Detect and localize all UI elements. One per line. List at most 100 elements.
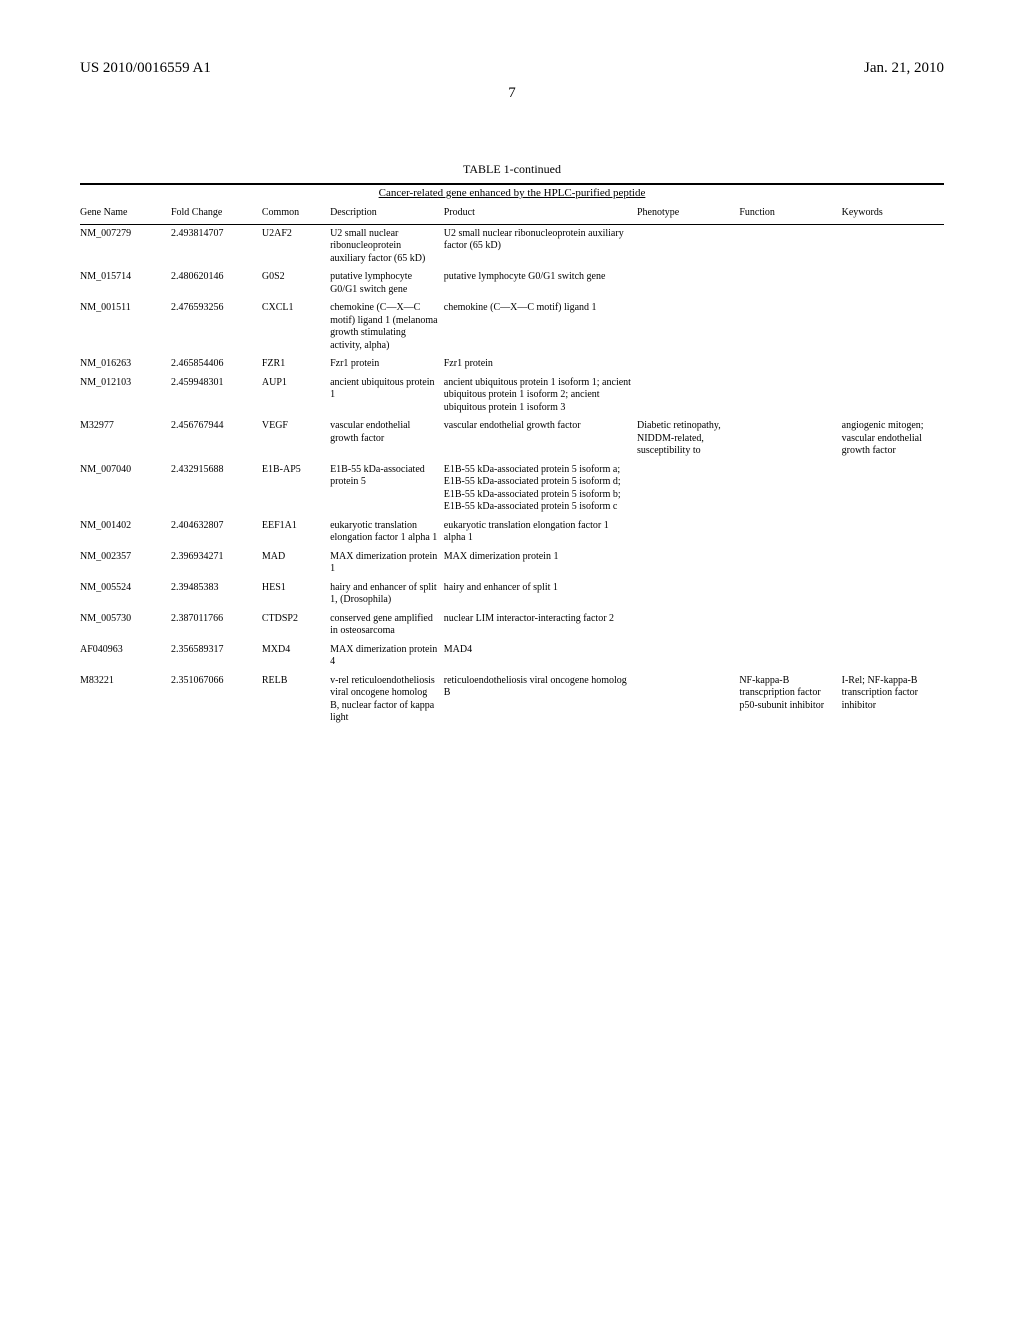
col-keywords: Keywords xyxy=(842,203,944,224)
cell-pheno xyxy=(637,517,739,548)
table-row: NM_0055242.39485383HES1hairy and enhance… xyxy=(80,579,944,610)
patent-date: Jan. 21, 2010 xyxy=(864,60,944,77)
cell-desc: E1B-55 kDa-associated protein 5 xyxy=(330,461,444,517)
patent-number: US 2010/0016559 A1 xyxy=(80,60,211,77)
cell-fold: 2.351067066 xyxy=(171,672,262,728)
cell-fold: 2.456767944 xyxy=(171,417,262,461)
cell-fold: 2.404632807 xyxy=(171,517,262,548)
cell-fold: 2.356589317 xyxy=(171,641,262,672)
cell-common: AUP1 xyxy=(262,374,330,418)
cell-pheno xyxy=(637,461,739,517)
cell-gene: NM_012103 xyxy=(80,374,171,418)
cell-common: MXD4 xyxy=(262,641,330,672)
cell-key xyxy=(842,461,944,517)
cell-desc: conserved gene amplified in osteosarcoma xyxy=(330,610,444,641)
cell-key xyxy=(842,548,944,579)
cell-pheno xyxy=(637,299,739,355)
cell-key xyxy=(842,355,944,374)
table-title: TABLE 1-continued xyxy=(80,162,944,177)
cell-key xyxy=(842,299,944,355)
col-phenotype: Phenotype xyxy=(637,203,739,224)
cell-gene: NM_005730 xyxy=(80,610,171,641)
cell-desc: MAX dimerization protein 1 xyxy=(330,548,444,579)
cell-common: CXCL1 xyxy=(262,299,330,355)
cell-pheno xyxy=(637,355,739,374)
cell-gene: NM_001402 xyxy=(80,517,171,548)
cell-func: NF-kappa-B transcpription factor p50-sub… xyxy=(739,672,841,728)
cell-product: MAD4 xyxy=(444,641,637,672)
table-row: M329772.456767944VEGFvascular endothelia… xyxy=(80,417,944,461)
table-row: NM_0057302.387011766CTDSP2conserved gene… xyxy=(80,610,944,641)
cell-product: reticuloendotheliosis viral oncogene hom… xyxy=(444,672,637,728)
cell-desc: v-rel reticuloendotheliosis viral oncoge… xyxy=(330,672,444,728)
cell-product: putative lymphocyte G0/G1 switch gene xyxy=(444,268,637,299)
cell-gene: NM_016263 xyxy=(80,355,171,374)
cell-product: E1B-55 kDa-associated protein 5 isoform … xyxy=(444,461,637,517)
cell-desc: eukaryotic translation elongation factor… xyxy=(330,517,444,548)
cell-desc: U2 small nuclear ribonucleoprotein auxil… xyxy=(330,225,444,269)
cell-gene: NM_001511 xyxy=(80,299,171,355)
cell-desc: hairy and enhancer of split 1, (Drosophi… xyxy=(330,579,444,610)
cell-gene: M32977 xyxy=(80,417,171,461)
cell-desc: ancient ubiquitous protein 1 xyxy=(330,374,444,418)
cell-common: RELB xyxy=(262,672,330,728)
cell-fold: 2.39485383 xyxy=(171,579,262,610)
cell-func xyxy=(739,299,841,355)
col-gene-name: Gene Name xyxy=(80,203,171,224)
cell-key: angiogenic mitogen; vascular endothelial… xyxy=(842,417,944,461)
cell-func xyxy=(739,355,841,374)
table-row: NM_0015112.476593256CXCL1chemokine (C—X—… xyxy=(80,299,944,355)
cell-key xyxy=(842,268,944,299)
table-row: NM_0157142.480620146G0S2putative lymphoc… xyxy=(80,268,944,299)
cell-key xyxy=(842,225,944,269)
table-row: M832212.351067066RELBv-rel reticuloendot… xyxy=(80,672,944,728)
cell-fold: 2.396934271 xyxy=(171,548,262,579)
cell-fold: 2.432915688 xyxy=(171,461,262,517)
cell-key: I-Rel; NF-kappa-B transcription factor i… xyxy=(842,672,944,728)
col-function: Function xyxy=(739,203,841,224)
table-row: NM_0014022.404632807EEF1A1eukaryotic tra… xyxy=(80,517,944,548)
cell-product: Fzr1 protein xyxy=(444,355,637,374)
table-rule-top xyxy=(80,183,944,185)
table-row: NM_0162632.465854406FZR1Fzr1 proteinFzr1… xyxy=(80,355,944,374)
cell-product: vascular endothelial growth factor xyxy=(444,417,637,461)
cell-desc: vascular endothelial growth factor xyxy=(330,417,444,461)
cell-gene: NM_002357 xyxy=(80,548,171,579)
cell-fold: 2.480620146 xyxy=(171,268,262,299)
col-fold-change: Fold Change xyxy=(171,203,262,224)
cell-pheno xyxy=(637,374,739,418)
cell-fold: 2.387011766 xyxy=(171,610,262,641)
cell-func xyxy=(739,610,841,641)
cell-func xyxy=(739,374,841,418)
cell-common: CTDSP2 xyxy=(262,610,330,641)
cell-common: G0S2 xyxy=(262,268,330,299)
cell-product: nuclear LIM interactor-interacting facto… xyxy=(444,610,637,641)
cell-gene: NM_005524 xyxy=(80,579,171,610)
cell-desc: MAX dimerization protein 4 xyxy=(330,641,444,672)
cell-key xyxy=(842,641,944,672)
cell-desc: chemokine (C—X—C motif) ligand 1 (melano… xyxy=(330,299,444,355)
cell-pheno xyxy=(637,672,739,728)
cell-product: chemokine (C—X—C motif) ligand 1 xyxy=(444,299,637,355)
cell-func xyxy=(739,579,841,610)
table-row: NM_0072792.493814707U2AF2U2 small nuclea… xyxy=(80,225,944,269)
cell-product: ancient ubiquitous protein 1 isoform 1; … xyxy=(444,374,637,418)
cell-func xyxy=(739,548,841,579)
cell-key xyxy=(842,579,944,610)
page-number: 7 xyxy=(80,85,944,102)
cell-func xyxy=(739,268,841,299)
table-subtitle: Cancer-related gene enhanced by the HPLC… xyxy=(80,187,944,199)
cell-func xyxy=(739,417,841,461)
cell-key xyxy=(842,517,944,548)
cell-common: E1B-AP5 xyxy=(262,461,330,517)
table-row: NM_0023572.396934271MADMAX dimerization … xyxy=(80,548,944,579)
cell-desc: Fzr1 protein xyxy=(330,355,444,374)
cell-key xyxy=(842,374,944,418)
cell-pheno xyxy=(637,579,739,610)
gene-table: Gene Name Fold Change Common Description… xyxy=(80,203,944,728)
cell-fold: 2.465854406 xyxy=(171,355,262,374)
cell-common: U2AF2 xyxy=(262,225,330,269)
col-description: Description xyxy=(330,203,444,224)
cell-common: HES1 xyxy=(262,579,330,610)
cell-gene: NM_007040 xyxy=(80,461,171,517)
